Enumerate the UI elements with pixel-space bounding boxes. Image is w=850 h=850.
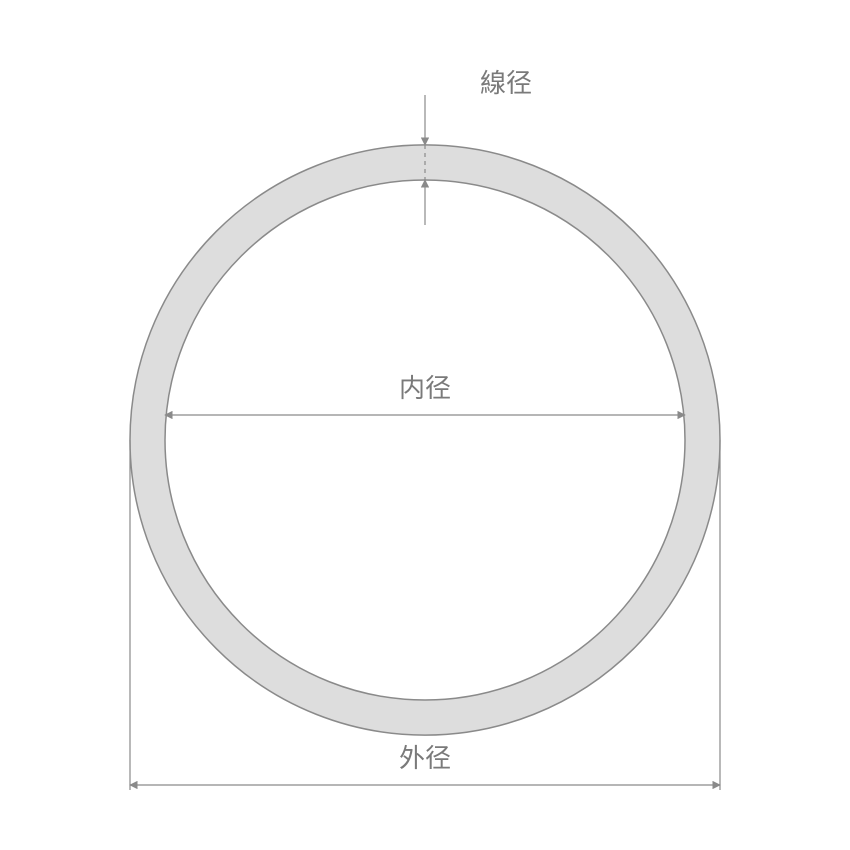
inner-diameter-label: 内径 <box>399 373 451 403</box>
ring-dimension-diagram: 線径 内径 外径 <box>0 0 850 850</box>
outer-diameter-label: 外径 <box>399 743 451 773</box>
wire-diameter-label: 線径 <box>480 68 532 98</box>
ring-annulus <box>130 145 720 735</box>
